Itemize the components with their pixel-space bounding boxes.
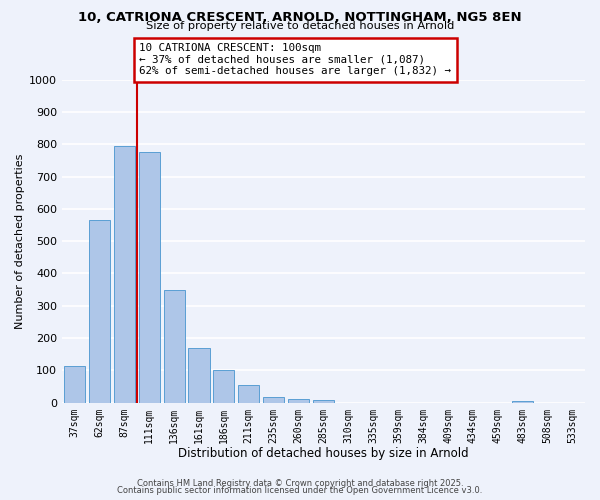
Bar bbox=[512, 401, 533, 402]
Text: Contains public sector information licensed under the Open Government Licence v3: Contains public sector information licen… bbox=[118, 486, 482, 495]
Text: Size of property relative to detached houses in Arnold: Size of property relative to detached ho… bbox=[146, 21, 454, 31]
Text: 10, CATRIONA CRESCENT, ARNOLD, NOTTINGHAM, NG5 8EN: 10, CATRIONA CRESCENT, ARNOLD, NOTTINGHA… bbox=[78, 11, 522, 24]
Bar bbox=[288, 399, 309, 402]
Bar bbox=[114, 146, 135, 403]
Bar bbox=[313, 400, 334, 402]
Bar bbox=[238, 385, 259, 402]
Bar bbox=[139, 152, 160, 402]
Text: 10 CATRIONA CRESCENT: 100sqm
← 37% of detached houses are smaller (1,087)
62% of: 10 CATRIONA CRESCENT: 100sqm ← 37% of de… bbox=[139, 43, 451, 76]
Bar bbox=[188, 348, 209, 403]
Bar bbox=[64, 366, 85, 403]
Y-axis label: Number of detached properties: Number of detached properties bbox=[15, 154, 25, 329]
X-axis label: Distribution of detached houses by size in Arnold: Distribution of detached houses by size … bbox=[178, 447, 469, 460]
Bar bbox=[164, 290, 185, 403]
Bar bbox=[214, 370, 235, 402]
Bar bbox=[89, 220, 110, 402]
Bar bbox=[263, 397, 284, 402]
Text: Contains HM Land Registry data © Crown copyright and database right 2025.: Contains HM Land Registry data © Crown c… bbox=[137, 478, 463, 488]
